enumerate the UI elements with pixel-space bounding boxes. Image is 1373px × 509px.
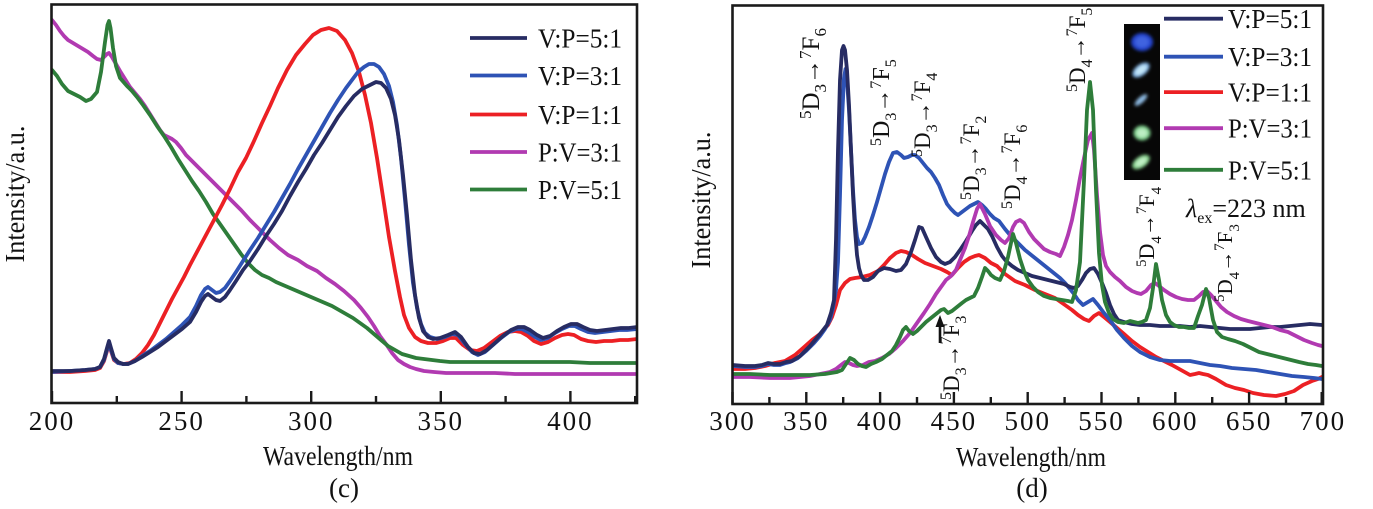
svg-text:5D4→7F5: 5D4→7F5	[1064, 8, 1096, 92]
svg-text:Intensity/a.u.: Intensity/a.u.	[0, 126, 30, 263]
svg-text:V:P=3:1: V:P=3:1	[538, 61, 622, 91]
svg-text:V:P=5:1: V:P=5:1	[1228, 4, 1312, 34]
svg-text:P:V=5:1: P:V=5:1	[538, 175, 622, 205]
svg-text:5D3→7F3: 5D3→7F3	[938, 316, 970, 400]
svg-text:400: 400	[857, 406, 904, 436]
svg-text:550: 550	[1078, 406, 1125, 436]
svg-text:300: 300	[288, 406, 335, 436]
svg-text:5D3→7F6: 5D3→7F6	[796, 28, 830, 119]
svg-text:450: 450	[931, 406, 978, 436]
svg-text:Wavelength/nm: Wavelength/nm	[263, 441, 413, 471]
svg-text:250: 250	[158, 406, 205, 436]
svg-text:5D4→7F4: 5D4→7F4	[1134, 186, 1165, 267]
svg-text:V:P=1:1: V:P=1:1	[1228, 78, 1312, 108]
svg-text:200: 200	[29, 406, 76, 436]
svg-text:700: 700	[1300, 406, 1347, 436]
svg-text:(d): (d)	[1016, 473, 1047, 503]
svg-text:V:P=1:1: V:P=1:1	[538, 100, 622, 130]
svg-text:Wavelength/nm: Wavelength/nm	[956, 442, 1106, 472]
svg-text:5D3→7F4: 5D3→7F4	[909, 73, 941, 157]
svg-text:P:V=3:1: P:V=3:1	[1228, 114, 1312, 144]
svg-text:Intensity/a.u.: Intensity/a.u.	[686, 132, 716, 269]
svg-text:5D3→7F5: 5D3→7F5	[868, 59, 900, 146]
svg-text:5D4→7F6: 5D4→7F6	[999, 125, 1031, 209]
svg-text:300: 300	[709, 406, 756, 436]
svg-text:650: 650	[1226, 406, 1273, 436]
svg-text:(c): (c)	[329, 473, 359, 503]
svg-text:600: 600	[1152, 406, 1199, 436]
svg-text:5D3→7F2: 5D3→7F2	[958, 116, 990, 200]
svg-text:P:V=5:1: P:V=5:1	[1228, 155, 1312, 185]
svg-text:350: 350	[783, 406, 830, 436]
svg-text:λex=223 nm: λex=223 nm	[1185, 194, 1306, 227]
svg-text:500: 500	[1004, 406, 1051, 436]
svg-text:5D4→7F3: 5D4→7F3	[1212, 224, 1243, 302]
svg-text:350: 350	[418, 406, 465, 436]
svg-text:V:P=3:1: V:P=3:1	[1228, 42, 1312, 72]
svg-text:P:V=3:1: P:V=3:1	[538, 138, 622, 168]
svg-text:V:P=5:1: V:P=5:1	[538, 24, 622, 54]
svg-text:400: 400	[547, 406, 594, 436]
